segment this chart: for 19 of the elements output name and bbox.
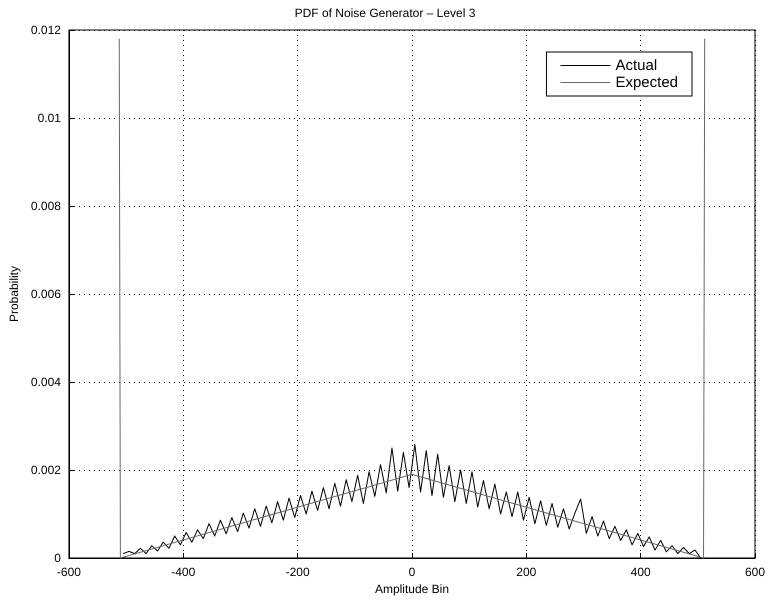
legend-label: Expected [615,74,678,91]
x-tick-label: -600 [56,565,82,579]
y-tick-label: 0.012 [30,23,62,37]
y-tick-label: 0.004 [30,375,62,389]
legend-label: Actual [615,57,658,74]
y-tick-label: 0.008 [30,199,62,213]
y-tick-label: 0.002 [30,463,62,477]
x-tick-label: 200 [516,565,537,579]
y-axis-title: Probability [7,266,21,322]
y-tick-label: 0.01 [38,111,62,125]
x-axis-title: Amplitude Bin [374,582,449,596]
y-tick-label: 0.006 [30,287,62,301]
y-tick-label: 0 [54,551,62,565]
x-tick-label: 400 [630,565,651,579]
x-tick-label: 0 [408,565,416,579]
x-tick-label: -200 [286,565,310,579]
x-tick-label: 600 [744,565,766,579]
chart-title: PDF of Noise Generator – Level 3 [294,6,476,20]
x-tick-label: -400 [171,565,196,579]
